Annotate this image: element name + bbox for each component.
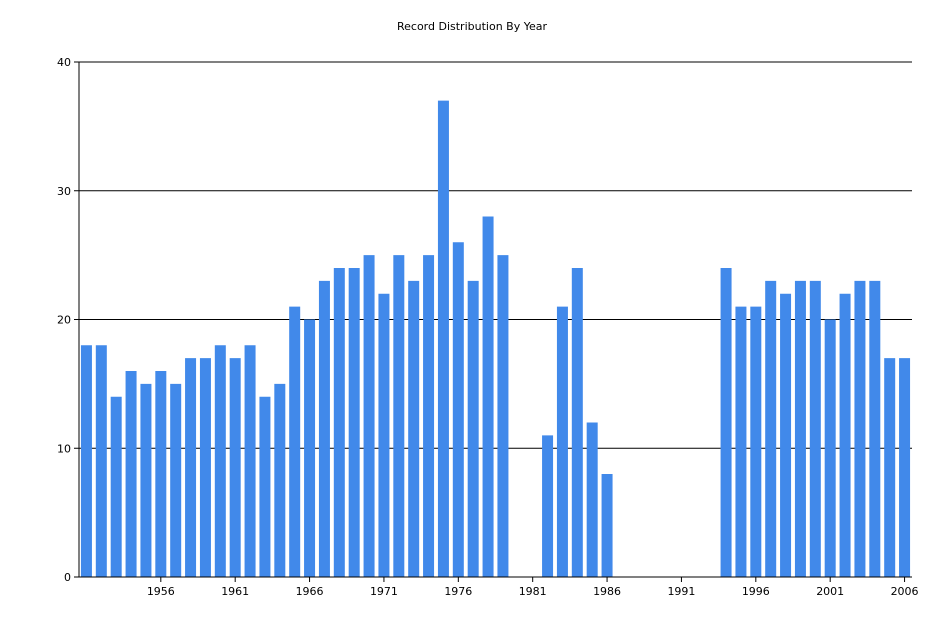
axis-layer: 0 10 20 30 40 1956 1961 1966 1971 1976 1981 1986 199… [57, 56, 919, 598]
bar-2006 [899, 358, 911, 577]
bar-1966 [304, 319, 316, 577]
bar-1965 [289, 306, 301, 577]
x-tick-label-1996: 1996 [742, 585, 770, 598]
bar-2004 [869, 280, 881, 577]
bar-2000 [809, 280, 821, 577]
bar-1973 [408, 280, 420, 577]
bar-1955 [140, 383, 152, 577]
bar-1952 [95, 345, 107, 577]
y-tick-label-40: 40 [57, 56, 71, 69]
x-tick-label-1986: 1986 [593, 585, 621, 598]
bar-2005 [884, 358, 896, 577]
bar-1968 [333, 268, 345, 577]
bar-1972 [393, 255, 405, 577]
bar-1997 [765, 280, 777, 577]
bar-1951 [80, 345, 92, 577]
y-tick-label-0: 0 [64, 571, 71, 584]
bar-1969 [348, 268, 360, 577]
bar-1962 [244, 345, 256, 577]
bar-1978 [482, 216, 494, 577]
x-tick-label-1961: 1961 [221, 585, 249, 598]
x-tick-label-1966: 1966 [296, 585, 324, 598]
x-tick-label-1956: 1956 [147, 585, 175, 598]
x-tick-label-1991: 1991 [667, 585, 695, 598]
y-tick-label-30: 30 [57, 185, 71, 198]
bar-1983 [556, 306, 568, 577]
bar-1974 [423, 255, 435, 577]
bar-1984 [571, 268, 583, 577]
bar-1976 [452, 242, 464, 577]
bar-1995 [735, 306, 747, 577]
bar-1996 [750, 306, 762, 577]
x-tick-label-1981: 1981 [519, 585, 547, 598]
x-tick-label-2001: 2001 [816, 585, 844, 598]
bar-1961 [229, 358, 241, 577]
y-tick-label-20: 20 [57, 314, 71, 327]
chart-title: Record Distribution By Year [397, 20, 547, 33]
bar-1953 [110, 396, 122, 577]
bar-2003 [854, 280, 866, 577]
y-tick-label-10: 10 [57, 442, 71, 455]
bar-1971 [378, 293, 390, 577]
bar-1999 [794, 280, 806, 577]
bar-1998 [780, 293, 792, 577]
bar-1957 [170, 383, 182, 577]
bar-1975 [437, 100, 449, 577]
bar-1986 [601, 474, 613, 577]
bar-1982 [542, 435, 554, 577]
bar-1959 [199, 358, 211, 577]
bar-1985 [586, 422, 598, 577]
bar-2002 [839, 293, 851, 577]
bar-1963 [259, 396, 271, 577]
x-tick-label-1976: 1976 [444, 585, 472, 598]
bar-1967 [318, 280, 330, 577]
x-tick-label-1971: 1971 [370, 585, 398, 598]
bar-1977 [467, 280, 479, 577]
bar-1956 [155, 371, 167, 577]
bar-1964 [274, 383, 286, 577]
bar-1979 [497, 255, 509, 577]
bar-1970 [363, 255, 375, 577]
bar-2001 [824, 319, 836, 577]
bar-1994 [720, 268, 732, 577]
bar-layer [80, 100, 911, 577]
bar-1960 [214, 345, 226, 577]
bar-1954 [125, 371, 137, 577]
bar-1958 [185, 358, 197, 577]
x-tick-label-2006: 2006 [891, 585, 919, 598]
